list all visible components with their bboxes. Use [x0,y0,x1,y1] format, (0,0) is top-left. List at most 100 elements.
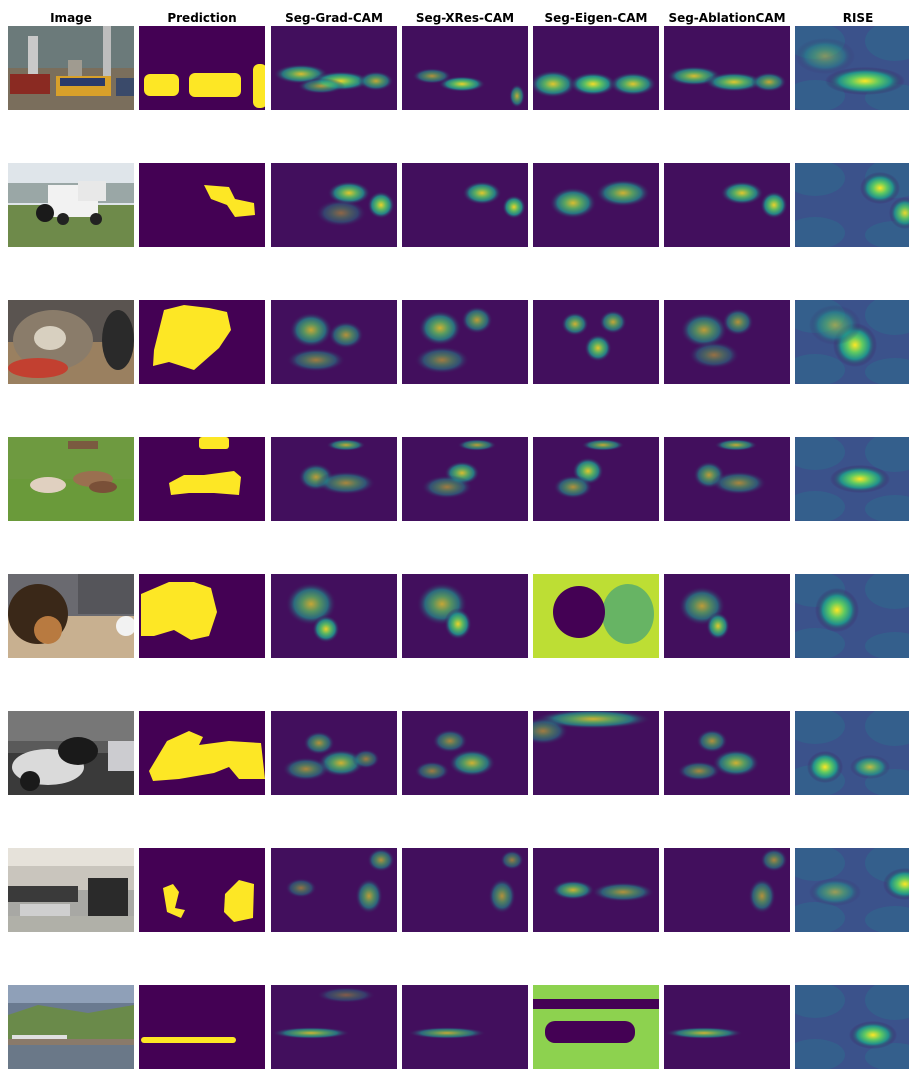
cell-seg-ablationcam-row-6 [664,711,790,795]
cell-rise-row-2 [795,163,909,247]
saliency-heatmap [664,26,790,110]
input-photo [8,163,134,247]
saliency-heatmap [795,300,909,384]
saliency-heatmap [533,711,659,795]
column-header-seg-eigen-cam: Seg-Eigen-CAM [544,11,648,25]
saliency-heatmap [664,163,790,247]
saliency-heatmap [402,985,528,1069]
cell-prediction-row-7 [139,848,265,932]
cell-seg-eigen-cam-row-3 [533,300,659,384]
cell-photo-row-8 [8,985,134,1069]
saliency-heatmap [271,711,397,795]
cell-photo-row-1 [8,26,134,110]
cell-seg-xres-cam-row-1 [402,26,528,110]
cell-rise-row-6 [795,711,909,795]
saliency-heatmap [402,300,528,384]
saliency-heatmap [533,985,659,1069]
cell-photo-row-6 [8,711,134,795]
cell-seg-ablationcam-row-3 [664,300,790,384]
cell-seg-eigen-cam-row-5 [533,574,659,658]
cell-seg-grad-cam-row-2 [271,163,397,247]
column-header-prediction: Prediction [167,11,237,25]
cell-prediction-row-2 [139,163,265,247]
cell-photo-row-5 [8,574,134,658]
input-photo [8,711,134,795]
cell-rise-row-4 [795,437,909,521]
saliency-heatmap [271,848,397,932]
saliency-heatmap [402,711,528,795]
input-photo [8,437,134,521]
prediction-mask [139,848,265,932]
column-header-seg-xres-cam: Seg-XRes-CAM [415,11,515,25]
cell-seg-xres-cam-row-6 [402,711,528,795]
cell-prediction-row-3 [139,300,265,384]
cell-seg-eigen-cam-row-8 [533,985,659,1069]
saliency-heatmap [795,848,909,932]
saliency-heatmap [271,26,397,110]
saliency-heatmap [271,300,397,384]
cell-seg-ablationcam-row-5 [664,574,790,658]
saliency-heatmap [664,985,790,1069]
cell-seg-xres-cam-row-2 [402,163,528,247]
cell-rise-row-5 [795,574,909,658]
saliency-heatmap [664,300,790,384]
saliency-heatmap [795,711,909,795]
cell-prediction-row-1 [139,26,265,110]
saliency-heatmap [402,574,528,658]
saliency-heatmap [795,26,909,110]
input-photo [8,300,134,384]
cell-prediction-row-6 [139,711,265,795]
saliency-heatmap [795,985,909,1069]
cell-seg-eigen-cam-row-6 [533,711,659,795]
saliency-heatmap [664,848,790,932]
column-header-rise: RISE [842,11,874,25]
input-photo [8,26,134,110]
cell-seg-eigen-cam-row-4 [533,437,659,521]
saliency-heatmap [533,300,659,384]
saliency-heatmap [402,437,528,521]
cell-seg-grad-cam-row-7 [271,848,397,932]
cell-seg-ablationcam-row-4 [664,437,790,521]
cell-seg-grad-cam-row-1 [271,26,397,110]
cell-seg-eigen-cam-row-1 [533,26,659,110]
saliency-heatmap [795,574,909,658]
prediction-mask [139,985,265,1069]
saliency-heatmap [533,848,659,932]
saliency-heatmap [664,574,790,658]
cell-prediction-row-4 [139,437,265,521]
saliency-heatmap [271,163,397,247]
saliency-heatmap [533,26,659,110]
cell-prediction-row-8 [139,985,265,1069]
saliency-heatmap [402,848,528,932]
column-header-seg-grad-cam: Seg-Grad-CAM [285,11,383,25]
cell-prediction-row-5 [139,574,265,658]
cell-photo-row-4 [8,437,134,521]
cell-seg-xres-cam-row-3 [402,300,528,384]
saliency-heatmap [271,574,397,658]
cell-photo-row-2 [8,163,134,247]
cell-photo-row-3 [8,300,134,384]
cell-rise-row-7 [795,848,909,932]
prediction-mask [139,574,265,658]
cell-seg-grad-cam-row-5 [271,574,397,658]
cell-seg-grad-cam-row-6 [271,711,397,795]
cell-seg-grad-cam-row-4 [271,437,397,521]
cell-rise-row-8 [795,985,909,1069]
prediction-mask [139,163,265,247]
prediction-mask [139,26,265,110]
saliency-heatmap [533,437,659,521]
cell-seg-xres-cam-row-5 [402,574,528,658]
cell-seg-ablationcam-row-1 [664,26,790,110]
input-photo [8,848,134,932]
cell-seg-xres-cam-row-4 [402,437,528,521]
saliency-heatmap [795,163,909,247]
cell-seg-grad-cam-row-3 [271,300,397,384]
prediction-mask [139,300,265,384]
column-header-image: Image [50,11,92,25]
saliency-heatmap [402,163,528,247]
cell-seg-ablationcam-row-8 [664,985,790,1069]
saliency-heatmap [664,711,790,795]
saliency-heatmap [795,437,909,521]
saliency-heatmap [271,985,397,1069]
cell-seg-eigen-cam-row-2 [533,163,659,247]
